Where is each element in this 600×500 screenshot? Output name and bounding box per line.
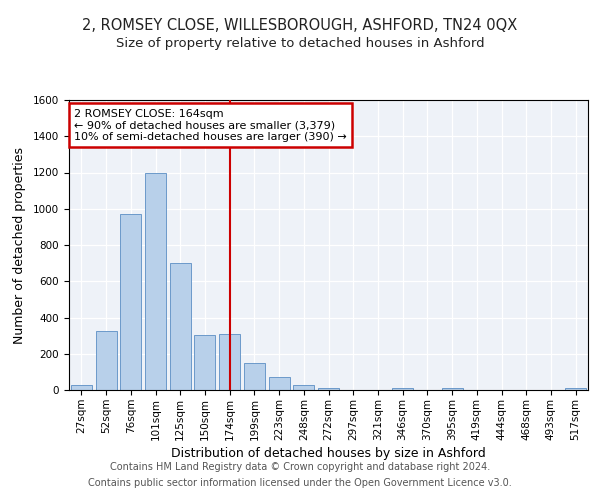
Bar <box>244 363 265 390</box>
Bar <box>145 174 166 390</box>
Bar <box>194 334 215 390</box>
Text: Contains public sector information licensed under the Open Government Licence v3: Contains public sector information licen… <box>88 478 512 488</box>
Text: Size of property relative to detached houses in Ashford: Size of property relative to detached ho… <box>116 38 484 51</box>
Text: 2 ROMSEY CLOSE: 164sqm
← 90% of detached houses are smaller (3,379)
10% of semi-: 2 ROMSEY CLOSE: 164sqm ← 90% of detached… <box>74 108 347 142</box>
Bar <box>120 214 141 390</box>
Bar <box>170 263 191 390</box>
Bar <box>318 388 339 390</box>
X-axis label: Distribution of detached houses by size in Ashford: Distribution of detached houses by size … <box>171 446 486 460</box>
Bar <box>269 378 290 390</box>
Text: Contains HM Land Registry data © Crown copyright and database right 2024.: Contains HM Land Registry data © Crown c… <box>110 462 490 472</box>
Text: 2, ROMSEY CLOSE, WILLESBOROUGH, ASHFORD, TN24 0QX: 2, ROMSEY CLOSE, WILLESBOROUGH, ASHFORD,… <box>82 18 518 32</box>
Bar <box>71 386 92 390</box>
Bar <box>293 384 314 390</box>
Bar <box>442 388 463 390</box>
Y-axis label: Number of detached properties: Number of detached properties <box>13 146 26 344</box>
Bar <box>392 388 413 390</box>
Bar <box>565 388 586 390</box>
Bar <box>219 334 240 390</box>
Bar <box>95 331 116 390</box>
